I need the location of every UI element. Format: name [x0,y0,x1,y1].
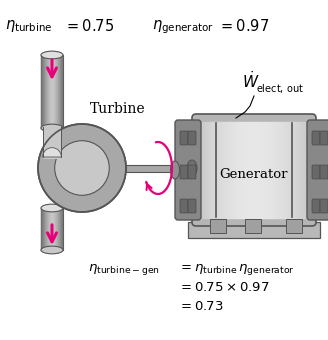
Bar [286,219,302,233]
Text: Generator: Generator [220,168,288,181]
FancyBboxPatch shape [320,165,328,179]
Bar [245,219,261,233]
Text: $= \eta_\mathrm{turbine}\,\eta_\mathrm{generator}$: $= \eta_\mathrm{turbine}\,\eta_\mathrm{g… [178,262,295,277]
FancyBboxPatch shape [188,131,196,145]
FancyBboxPatch shape [312,131,320,145]
FancyBboxPatch shape [180,199,188,213]
Text: $= 0.75 \times 0.97$: $= 0.75 \times 0.97$ [178,281,270,294]
FancyBboxPatch shape [320,131,328,145]
Ellipse shape [41,124,63,132]
Ellipse shape [41,246,63,254]
Bar [126,165,188,171]
Ellipse shape [41,51,63,59]
FancyBboxPatch shape [307,120,328,220]
Ellipse shape [187,160,197,176]
FancyBboxPatch shape [175,120,201,220]
Text: $= 0.73$: $= 0.73$ [178,300,224,313]
Bar [41,208,63,250]
Bar [188,222,320,238]
FancyBboxPatch shape [320,199,328,213]
Wedge shape [43,148,61,157]
FancyBboxPatch shape [312,165,320,179]
Circle shape [55,141,109,195]
Text: $= 0.97$: $= 0.97$ [218,18,269,34]
Text: $\mathrm{elect,\,out}$: $\mathrm{elect,\,out}$ [256,82,304,95]
FancyBboxPatch shape [312,199,320,213]
FancyBboxPatch shape [188,165,196,179]
Ellipse shape [41,204,63,212]
FancyBboxPatch shape [192,114,316,226]
Circle shape [38,124,126,212]
Text: $\dot{W}$: $\dot{W}$ [242,70,259,91]
Ellipse shape [171,161,179,179]
Text: Turbine: Turbine [90,102,146,116]
Bar [41,55,63,128]
Text: $\eta_\mathrm{generator}$: $\eta_\mathrm{generator}$ [152,18,214,36]
FancyBboxPatch shape [180,131,188,145]
Text: $\eta_\mathrm{turbine-gen}$: $\eta_\mathrm{turbine-gen}$ [88,262,160,277]
Bar [210,219,226,233]
Bar [43,126,61,159]
FancyBboxPatch shape [180,165,188,179]
Text: $\eta_\mathrm{turbine}$: $\eta_\mathrm{turbine}$ [5,18,53,34]
FancyBboxPatch shape [188,199,196,213]
Text: $= 0.75$: $= 0.75$ [64,18,114,34]
